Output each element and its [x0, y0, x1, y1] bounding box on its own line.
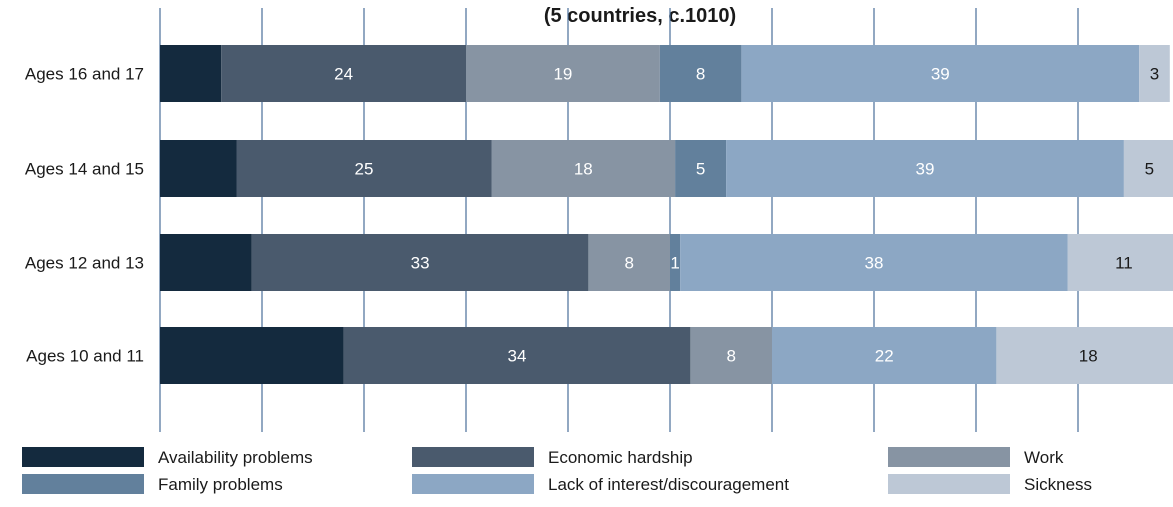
category-label-ages-10-and-11: Ages 10 and 11: [26, 347, 144, 366]
data-label-economic-hardship-ages-10-and-11: 34: [508, 347, 527, 366]
legend-item-sickness: Sickness: [888, 474, 1092, 494]
data-label-sickness-ages-10-and-11: 18: [1079, 347, 1098, 366]
legend-label-work: Work: [1024, 448, 1064, 467]
category-labels: Ages 16 and 17 Ages 14 and 15 Ages 12 and …: [25, 65, 144, 366]
bar-work-ages-12-and-13: [588, 234, 670, 291]
data-label-work-ages-16-and-17: 19: [553, 65, 572, 84]
bar-family-problems-ages-16-and-17: [659, 45, 742, 102]
data-label-work-ages-12-and-13: 8: [624, 254, 633, 273]
data-label-family-problems-ages-16-and-17: 8: [696, 65, 705, 84]
data-label-lack-of-interest-discouragement-ages-12-and-13: 38: [865, 254, 884, 273]
bar-lack-of-interest-discouragement-ages-16-and-17: [741, 45, 1140, 102]
data-label-lack-of-interest-discouragement-ages-10-and-11: 22: [875, 347, 894, 366]
data-label-lack-of-interest-discouragement-ages-16-and-17: 39: [931, 65, 950, 84]
category-label-ages-14-and-15: Ages 14 and 15: [25, 160, 144, 179]
data-label-work-ages-10-and-11: 8: [726, 347, 735, 366]
data-label-economic-hardship-ages-14-and-15: 25: [355, 160, 374, 179]
bar-availability-problems-ages-12-and-13: [160, 234, 252, 291]
legend-swatch-sickness: [888, 474, 1010, 494]
legend-swatch-family-problems: [22, 474, 144, 494]
bar-family-problems-ages-14-and-15: [675, 140, 727, 197]
category-label-ages-12-and-13: Ages 12 and 13: [25, 254, 144, 273]
bar-economic-hardship-ages-16-and-17: [221, 45, 466, 102]
bar-lack-of-interest-discouragement-ages-12-and-13: [680, 234, 1068, 291]
legend-item-work: Work: [888, 447, 1064, 467]
category-label-ages-16-and-17: Ages 16 and 17: [25, 65, 144, 84]
legend-swatch-work: [888, 447, 1010, 467]
legend-item-family-problems: Family problems: [22, 474, 283, 494]
bar-work-ages-16-and-17: [466, 45, 660, 102]
data-label-family-problems-ages-14-and-15: 5: [696, 160, 705, 179]
legend-label-family-problems: Family problems: [158, 475, 283, 494]
legend-label-economic-hardship: Economic hardship: [548, 448, 693, 467]
bar-sickness-ages-14-and-15: [1123, 140, 1173, 197]
data-label-economic-hardship-ages-16-and-17: 24: [334, 65, 353, 84]
data-label-sickness-ages-14-and-15: 5: [1145, 160, 1154, 179]
data-label-sickness-ages-16-and-17: 3: [1150, 65, 1159, 84]
data-label-sickness-ages-12-and-13: 11: [1115, 254, 1133, 273]
bar-availability-problems-ages-16-and-17: [160, 45, 222, 102]
bars: 24 19 8 39 3 25 18 5 39 5 33 8 1 38 11 34 8 22 18: [160, 45, 1173, 384]
chart-title: (5 countries, c.1010): [544, 5, 736, 27]
legend-swatch-economic-hardship: [412, 447, 534, 467]
legend-item-availability-problems: Availability problems: [22, 447, 313, 467]
bar-availability-problems-ages-14-and-15: [160, 140, 237, 197]
bar-lack-of-interest-discouragement-ages-14-and-15: [726, 140, 1124, 197]
bar-work-ages-10-and-11: [690, 327, 772, 384]
data-label-lack-of-interest-discouragement-ages-14-and-15: 39: [916, 160, 935, 179]
bar-lack-of-interest-discouragement-ages-10-and-11: [772, 327, 997, 384]
bar-family-problems-ages-12-and-13: [670, 234, 681, 291]
legend-label-sickness: Sickness: [1024, 475, 1092, 494]
bar-economic-hardship-ages-12-and-13: [251, 234, 589, 291]
bar-availability-problems-ages-10-and-11: [160, 327, 344, 384]
legend-item-economic-hardship: Economic hardship: [412, 447, 693, 467]
legend-label-lack-of-interest-discouragement: Lack of interest/discouragement: [548, 475, 789, 494]
legend-swatch-lack-of-interest-discouragement: [412, 474, 534, 494]
data-label-family-problems-ages-12-and-13: 1: [670, 254, 679, 273]
legend-label-availability-problems: Availability problems: [158, 448, 313, 467]
bar-sickness-ages-10-and-11: [996, 327, 1173, 384]
bar-work-ages-14-and-15: [491, 140, 676, 197]
bar-economic-hardship-ages-14-and-15: [236, 140, 492, 197]
legend-swatch-availability-problems: [22, 447, 144, 467]
data-label-economic-hardship-ages-12-and-13: 33: [411, 254, 430, 273]
data-label-work-ages-14-and-15: 18: [574, 160, 593, 179]
bar-sickness-ages-12-and-13: [1067, 234, 1173, 291]
bar-sickness-ages-16-and-17: [1139, 45, 1170, 102]
legend-item-lack-of-interest-discouragement: Lack of interest/discouragement: [412, 474, 789, 494]
legend: Availability problems Economic hardship Wo…: [22, 447, 1092, 494]
bar-economic-hardship-ages-10-and-11: [343, 327, 691, 384]
